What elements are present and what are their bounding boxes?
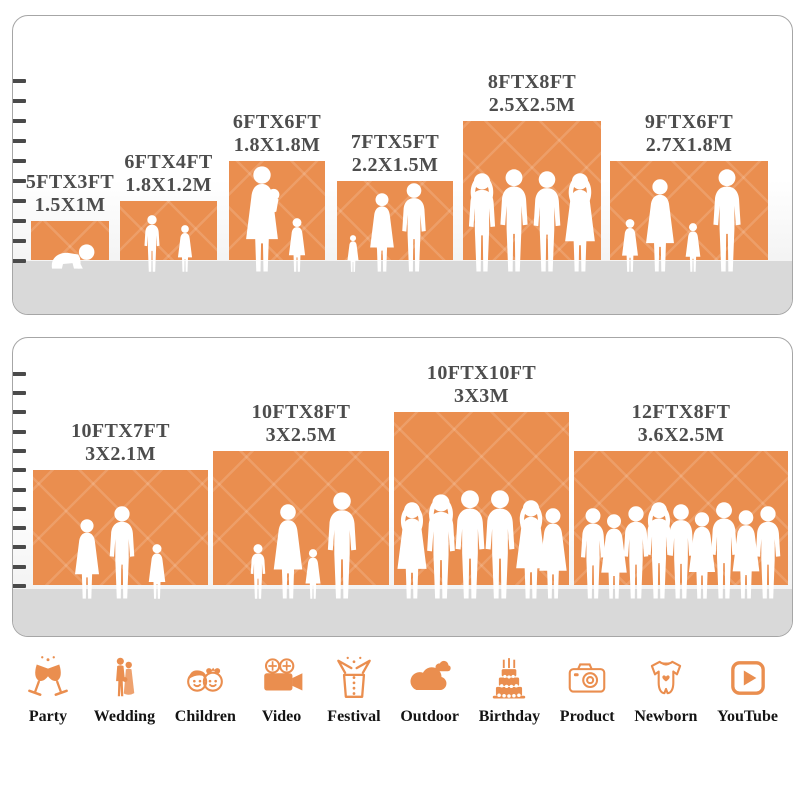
outdoor-cloud-icon — [410, 660, 451, 691]
size-meters: 2.5X2.5M — [488, 94, 576, 116]
youtube-play-icon — [730, 661, 765, 695]
backdrop-rect — [33, 470, 208, 585]
size-meters: 1.8X1.2M — [125, 174, 212, 196]
ruler-tick — [13, 468, 26, 473]
size-meters: 1.5X1M — [34, 194, 106, 216]
ruler-tick — [13, 259, 26, 263]
size-feet: 6FTX6FT — [232, 111, 322, 133]
size-feet: 10FTX10FT — [426, 362, 537, 384]
size-feet: 9FTX6FT — [644, 111, 734, 133]
category-item-birthday: Birthday — [479, 655, 540, 726]
ruler-tick — [13, 584, 26, 588]
children-faces-icon — [187, 667, 224, 692]
category-item-festival: Festival — [327, 655, 381, 726]
backdrop-rect — [574, 451, 788, 585]
festival-gift-icon — [337, 656, 371, 698]
size-meters: 2.7X1.8M — [645, 134, 733, 156]
size-meters: 3X2.1M — [85, 443, 156, 465]
size-feet: 10FTX8FT — [251, 401, 351, 423]
size-feet: 6FTX4FT — [124, 151, 213, 173]
size-feet: 7FTX5FT — [350, 131, 440, 153]
backdrop-size-label: 5FTX3FT 1.5X1M — [26, 171, 114, 217]
size-meters: 3X2.5M — [265, 424, 337, 446]
ruler-tick — [13, 159, 26, 163]
ruler-tick — [13, 219, 26, 223]
category-row: Party Wedding Children Video Festival Ou… — [22, 655, 778, 760]
category-label: Children — [174, 708, 236, 725]
ruler-tick — [13, 239, 26, 243]
category-item-newborn: Newborn — [634, 655, 697, 726]
party-glasses-icon — [28, 656, 68, 696]
size-feet: 12FTX8FT — [631, 401, 731, 423]
newborn-onesie-icon — [650, 660, 682, 695]
category-item-children: Children — [175, 655, 236, 726]
size-meters: 3.6X2.5M — [637, 424, 725, 446]
size-meters: 1.8X1.8M — [233, 134, 321, 156]
category-label: Wedding — [93, 708, 156, 725]
ruler-tick — [13, 391, 26, 395]
size-feet: 5FTX3FT — [25, 171, 115, 193]
backdrop-rect — [229, 161, 325, 260]
ruler-tick — [13, 487, 26, 492]
ruler-tick — [13, 99, 26, 103]
backdrop-rect — [337, 181, 453, 260]
ruler-tick — [13, 448, 26, 453]
backdrop-size-label: 6FTX4FT 1.8X1.2M — [124, 151, 212, 197]
floor-strip — [13, 261, 792, 314]
floor-strip — [13, 589, 792, 636]
category-label: Newborn — [634, 708, 698, 725]
backdrop-rect — [31, 221, 109, 260]
backdrop-size-label: 9FTX6FT 2.7X1.8M — [645, 111, 733, 157]
backdrop-rect — [610, 161, 768, 260]
ruler-tick — [13, 429, 26, 434]
ruler-tick — [13, 545, 26, 550]
backdrop-size-label: 6FTX6FT 1.8X1.8M — [233, 111, 321, 157]
category-label: Festival — [327, 708, 381, 725]
category-label: Product — [559, 708, 615, 725]
category-label: Birthday — [478, 708, 541, 725]
backdrop-rect — [394, 412, 569, 585]
backdrop-size-label: 8FTX8FT 2.5X2.5M — [488, 71, 576, 117]
size-chart-panel-large: 12345678910111210FTX7FT3X2.1M10FTX8FT3X2… — [12, 337, 793, 637]
category-item-product: Product — [560, 655, 615, 726]
ruler-tick — [13, 179, 26, 183]
size-meters: 3X3M — [454, 385, 509, 407]
category-label: Video — [261, 708, 302, 725]
category-label: Party — [28, 708, 68, 725]
category-item-youtube: YouTube — [717, 655, 778, 726]
ruler-tick — [13, 139, 26, 143]
backdrop-size-label: 12FTX8FT 3.6X2.5M — [632, 401, 731, 447]
category-item-video: Video — [256, 655, 308, 726]
ruler-tick — [13, 506, 26, 511]
backdrop-size-label: 10FTX8FT 3X2.5M — [252, 401, 351, 447]
category-label: YouTube — [717, 708, 778, 725]
size-meters: 2.2X1.5M — [351, 154, 439, 176]
backdrop-size-label: 10FTX7FT 3X2.1M — [71, 420, 170, 466]
category-item-wedding: Wedding — [94, 655, 155, 726]
backdrop-size-label: 10FTX10FT 3X3M — [427, 362, 536, 408]
ruler-tick — [13, 410, 26, 415]
ruler-tick — [13, 79, 26, 83]
ruler-tick — [13, 371, 26, 376]
ruler-tick — [13, 119, 26, 123]
size-chart-panel-small-medium: 123456789105FTX3FT1.5X1M6FTX4FT1.8X1.2M6… — [12, 15, 793, 315]
ruler-tick — [13, 564, 26, 569]
category-item-outdoor: Outdoor — [400, 655, 459, 726]
category-label: Outdoor — [400, 708, 460, 725]
backdrop-rect — [463, 121, 601, 260]
ruler-tick — [13, 526, 26, 531]
size-feet: 8FTX8FT — [487, 71, 577, 93]
video-camera-icon — [263, 658, 302, 691]
backdrop-size-label: 7FTX5FT 2.2X1.5M — [351, 131, 439, 177]
category-item-party: Party — [22, 655, 74, 726]
size-feet: 10FTX7FT — [71, 420, 170, 442]
birthday-cake-icon — [493, 658, 526, 699]
product-camera-icon — [568, 663, 606, 693]
ruler-tick — [13, 199, 26, 203]
wedding-couple-icon — [116, 657, 135, 697]
backdrop-rect — [120, 201, 217, 260]
backdrop-rect — [213, 451, 389, 585]
